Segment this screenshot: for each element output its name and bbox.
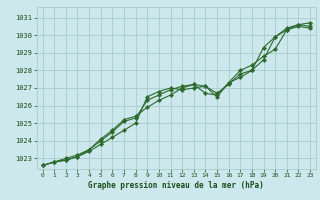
X-axis label: Graphe pression niveau de la mer (hPa): Graphe pression niveau de la mer (hPa): [88, 181, 264, 190]
